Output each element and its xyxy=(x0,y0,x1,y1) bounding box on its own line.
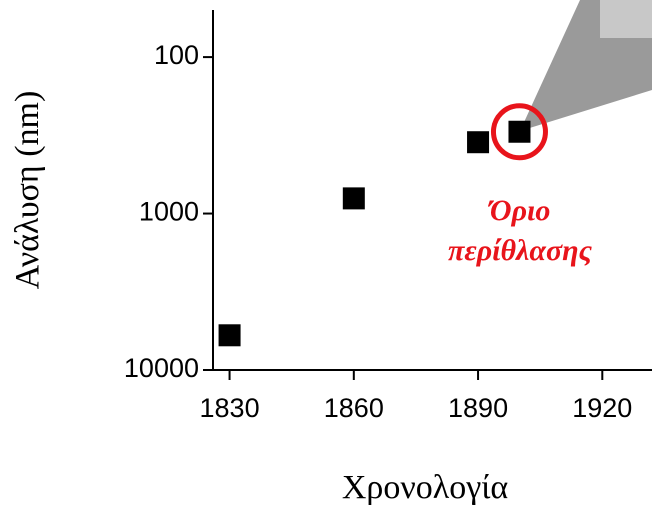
point xyxy=(508,121,530,143)
inset-image xyxy=(600,0,652,38)
x-axis-title: Χρονολογία xyxy=(342,469,509,506)
point xyxy=(219,324,241,346)
y-tick-label: 10000 xyxy=(124,353,199,383)
annotation: περίθλασης xyxy=(448,234,593,267)
annotation: Όριο xyxy=(488,194,551,227)
chart: Ανάλυση (nm) Χρονολογία 10000 1000 100 1830… xyxy=(0,0,652,508)
x-tick-label: 1830 xyxy=(200,393,260,423)
y-axis-title: Ανάλυση (nm) xyxy=(9,91,46,290)
y-tick-label: 100 xyxy=(154,40,199,70)
x-tick-label: 1890 xyxy=(448,393,508,423)
x-tick-label: 1860 xyxy=(324,393,384,423)
point xyxy=(343,187,365,209)
point xyxy=(467,131,489,153)
x-tick-label: 1920 xyxy=(572,393,632,423)
y-tick-label: 1000 xyxy=(139,197,199,227)
